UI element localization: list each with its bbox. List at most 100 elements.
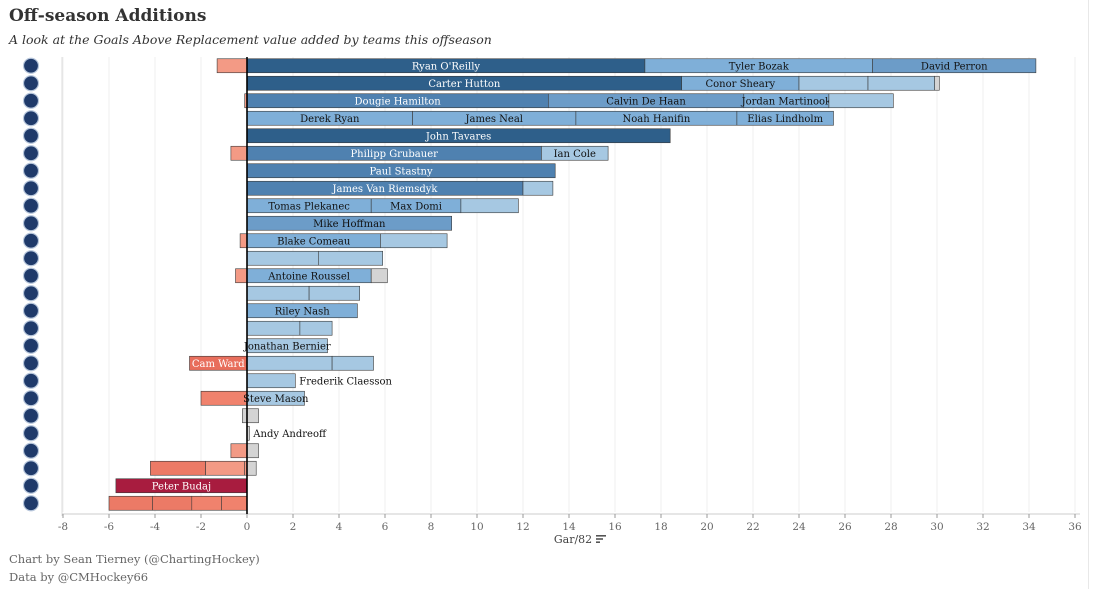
bar-label: Steve Mason <box>243 394 309 405</box>
calgary-flames-logo-icon <box>22 110 40 127</box>
bar-segment <box>370 268 388 284</box>
bar-label: Tomas Plekanec <box>268 201 350 212</box>
bar-label: David Perron <box>921 61 988 72</box>
bar-label: James Van Riemsdyk <box>332 184 439 195</box>
x-tick-label: 6 <box>382 521 389 533</box>
detroit-red-wings-logo-icon <box>22 337 40 354</box>
boston-bruins-logo-icon <box>22 460 40 477</box>
x-tick-label: 8 <box>428 521 435 533</box>
bar-segment <box>246 408 259 424</box>
bar-segment <box>828 93 894 109</box>
bar-segment <box>246 285 310 301</box>
bar-segment <box>108 495 154 511</box>
bar-label: Max Domi <box>390 201 442 212</box>
bar-segment <box>246 320 301 336</box>
bar-segment <box>934 75 940 91</box>
x-tick-label: 14 <box>562 521 576 533</box>
bar-segment <box>246 373 296 389</box>
x-tick-label: 12 <box>516 521 529 533</box>
new-york-rangers-logo-icon <box>22 372 40 389</box>
bar-segment <box>230 443 248 459</box>
bar-label: Jonathan Bernier <box>243 341 331 352</box>
bar-outside-label: Andy Andreoff <box>252 429 327 440</box>
new-york-islanders-logo-icon <box>22 495 40 512</box>
x-tick-label: 2 <box>290 521 297 533</box>
toronto-maple-leafs-logo-icon <box>22 127 40 144</box>
bar-segment <box>221 495 248 511</box>
x-tick-label: 34 <box>1022 521 1036 533</box>
x-tick-label: 22 <box>746 521 759 533</box>
vegas-golden-knights-logo-icon <box>22 162 40 179</box>
bar-label: Dougie Hamilton <box>355 96 442 107</box>
montreal-canadiens-logo-icon <box>22 197 40 214</box>
x-tick-label: -4 <box>150 521 161 533</box>
x-tick-label: 32 <box>976 521 989 533</box>
bar-label: Noah Hanifin <box>623 114 691 125</box>
bar-label: Paul Stastny <box>370 166 433 177</box>
carolina-hurricanes-logo-icon <box>22 92 40 109</box>
bar-segment <box>299 320 333 336</box>
bar-label: Ian Cole <box>554 149 596 160</box>
x-tick-label: -6 <box>104 521 115 533</box>
colorado-avalanche-logo-icon <box>22 145 40 162</box>
chart-title: Off-season Additions <box>9 6 207 26</box>
arizona-coyotes-logo-icon <box>22 250 40 267</box>
pittsburgh-penguins-alt-logo-icon <box>22 407 40 424</box>
chicago-blackhawks-logo-icon <box>22 355 40 372</box>
bar-segment <box>205 460 246 476</box>
bar-segment <box>235 268 248 284</box>
bar-segment <box>216 58 248 74</box>
bar-label: Philipp Grubauer <box>350 149 438 160</box>
bar-label: Derek Ryan <box>300 114 360 125</box>
bar-segment <box>798 75 869 91</box>
bar-segment <box>150 460 206 476</box>
chart-subtitle: A look at the Goals Above Replacement va… <box>9 32 492 47</box>
bar-label: Tyler Bozak <box>729 61 790 72</box>
bar-segment <box>380 233 448 249</box>
minnesota-wild-logo-icon <box>22 320 40 337</box>
bar-label: Antoine Roussel <box>267 271 350 282</box>
bar-label: Riley Nash <box>275 306 331 317</box>
buffalo-sabres-logo-icon <box>22 75 40 92</box>
x-tick-label: 10 <box>470 521 483 533</box>
bar-segment <box>317 250 383 266</box>
bar-label: Peter Budaj <box>152 481 211 492</box>
bar-label: Blake Comeau <box>277 236 351 247</box>
sort-icon[interactable] <box>596 535 606 543</box>
edmonton-oilers-logo-icon <box>22 285 40 302</box>
bar-label: Mike Hoffman <box>313 219 386 230</box>
x-tick-label: 20 <box>700 521 713 533</box>
bar-segment <box>152 495 193 511</box>
chart-credit: Chart by Sean Tierney (@ChartingHockey) <box>9 552 260 566</box>
bar-label: Calvin De Haan <box>606 96 686 107</box>
bar-segment <box>246 355 333 371</box>
x-tick-label: 30 <box>930 521 943 533</box>
data-source: Data by @CMHockey66 <box>9 570 149 584</box>
bar-segment <box>736 110 834 126</box>
x-tick-label: 26 <box>838 521 852 533</box>
bar-label: Conor Sheary <box>705 79 775 90</box>
florida-panthers-logo-icon <box>22 215 40 232</box>
bar-segment <box>331 355 374 371</box>
bar-segment <box>246 460 257 476</box>
x-axis-label: Gar/82 <box>554 533 592 546</box>
bar-label: Jordan Martinook <box>741 96 832 107</box>
x-tick-label: 36 <box>1068 521 1082 533</box>
bar-segment <box>230 145 248 161</box>
bar-label: Ryan O'Reilly <box>412 61 481 72</box>
bar-outside-label: Frederik Claesson <box>299 376 392 387</box>
bar-label: James Neal <box>464 114 523 125</box>
bar-segment <box>246 250 319 266</box>
right-border <box>1088 0 1089 589</box>
bar-segment <box>872 58 1037 74</box>
bar-segment <box>867 75 935 91</box>
x-tick-label: -8 <box>58 521 68 533</box>
anaheim-ducks-logo-icon <box>22 442 40 459</box>
x-tick-label: 18 <box>654 521 667 533</box>
tampa-bay-lightning-logo-icon <box>22 425 40 442</box>
x-tick-label: 28 <box>884 521 897 533</box>
bar-segment <box>460 198 519 214</box>
dallas-stars-logo-icon <box>22 232 40 249</box>
x-tick-label: 24 <box>792 521 806 533</box>
